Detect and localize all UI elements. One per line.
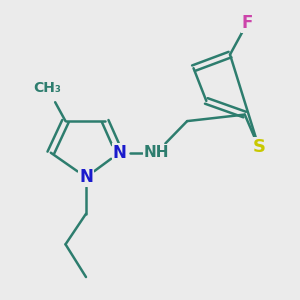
Text: NH: NH — [144, 145, 169, 160]
Text: N: N — [112, 144, 126, 162]
Text: S: S — [252, 138, 265, 156]
Text: F: F — [242, 14, 253, 32]
Text: N: N — [79, 168, 93, 186]
Text: CH₃: CH₃ — [34, 81, 62, 95]
